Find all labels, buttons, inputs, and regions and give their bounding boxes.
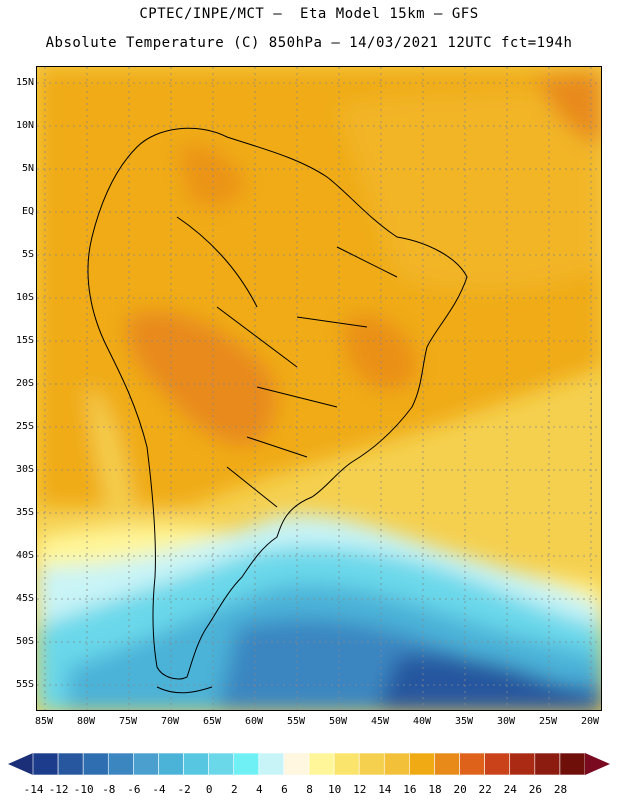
lat-label: 5S: [21, 249, 34, 260]
color-scale-cell: [208, 752, 235, 776]
lat-label: EQ: [21, 206, 34, 217]
temperature-map: [36, 66, 602, 711]
color-scale-label: 26: [528, 783, 542, 796]
color-scale-cell: [183, 752, 209, 776]
color-scale-label: 12: [353, 783, 367, 796]
color-scale-cell: [358, 752, 385, 776]
color-scale-cell: [158, 752, 184, 776]
color-scale-cell: [233, 752, 260, 776]
lon-label: 55W: [286, 716, 306, 727]
lat-label: 55S: [15, 679, 34, 690]
color-scale-label: 8: [306, 783, 313, 796]
lat-label: 50S: [15, 636, 34, 647]
color-scale-cell: [107, 752, 134, 776]
lat-label: 10N: [15, 120, 34, 131]
color-scale-under-arrow: [8, 753, 33, 775]
lon-label: 30W: [496, 716, 516, 727]
color-scale-label: 22: [478, 783, 492, 796]
color-scale-cells: [32, 752, 586, 776]
color-scale-cell: [484, 752, 511, 776]
lat-label: 10S: [15, 292, 34, 303]
color-scale-cell: [82, 752, 109, 776]
color-scale-cell: [57, 752, 84, 776]
color-scale-label: -14: [23, 783, 44, 796]
color-scale-cell: [308, 752, 335, 776]
lat-label: 30S: [15, 464, 34, 475]
lat-label: 20S: [15, 378, 34, 389]
lon-label: 50W: [328, 716, 348, 727]
map-title-line-2: Absolute Temperature (C) 850hPa – 14/03/…: [45, 35, 573, 51]
lat-label: 15N: [15, 77, 34, 88]
lon-label: 60W: [244, 716, 264, 727]
color-scale-label: 2: [230, 783, 238, 796]
lon-label: 40W: [412, 716, 432, 727]
lon-label: 35W: [454, 716, 474, 727]
color-scale-label: -12: [48, 783, 69, 796]
color-scale-label: 0: [205, 783, 213, 796]
color-scale-cell: [509, 752, 536, 776]
map-title-line-1: CPTEC/INPE/MCT – Eta Model 15km – GFS: [139, 6, 479, 22]
color-scale-label: -4: [152, 783, 166, 796]
color-scale-cell: [409, 752, 435, 776]
color-scale-label: 24: [503, 783, 517, 796]
lat-label: 25S: [15, 421, 34, 432]
lat-label: 35S: [15, 507, 34, 518]
color-scale-bar: [8, 752, 610, 776]
lat-label: 45S: [15, 593, 34, 604]
color-scale-label: 6: [281, 783, 288, 796]
lon-label: 80W: [76, 716, 96, 727]
color-scale-cell: [333, 752, 360, 776]
temperature-map-canvas: [37, 67, 601, 710]
color-scale-over-arrow: [585, 753, 610, 775]
color-scale-label: -2: [177, 783, 191, 796]
color-scale-cell: [258, 752, 285, 776]
color-scale-label: 4: [256, 783, 263, 796]
lat-label: 40S: [15, 550, 34, 561]
color-scale-cell: [534, 752, 561, 776]
lon-label: 75W: [118, 716, 138, 727]
coastline: [87, 127, 468, 694]
lon-label: 65W: [202, 716, 222, 727]
color-scale-cell: [283, 752, 310, 776]
graticule: [37, 67, 601, 710]
color-scale-label: -10: [73, 783, 94, 796]
lat-label: 5N: [21, 163, 34, 174]
lon-label: 70W: [160, 716, 180, 727]
color-scale-label: 10: [328, 783, 342, 796]
color-scale-cell: [32, 752, 59, 776]
lon-label: 45W: [370, 716, 390, 727]
color-scale-label: 20: [453, 783, 467, 796]
color-scale-label: -8: [102, 783, 116, 796]
lon-label: 20W: [580, 716, 600, 727]
color-scale-label: 16: [403, 783, 417, 796]
color-scale-label: 14: [378, 783, 392, 796]
lon-label: 25W: [538, 716, 558, 727]
lon-label: 85W: [34, 716, 54, 727]
color-scale-label: 18: [428, 783, 442, 796]
color-scale-cell: [133, 752, 159, 776]
color-scale-cell: [559, 752, 586, 776]
color-scale-label: -6: [127, 783, 141, 796]
color-scale-cell: [383, 752, 410, 776]
temperature-field: [37, 67, 601, 710]
color-scale-cell: [459, 752, 485, 776]
color-scale-cell: [434, 752, 460, 776]
lat-label: 15S: [15, 335, 34, 346]
color-scale-label: 28: [553, 783, 568, 796]
